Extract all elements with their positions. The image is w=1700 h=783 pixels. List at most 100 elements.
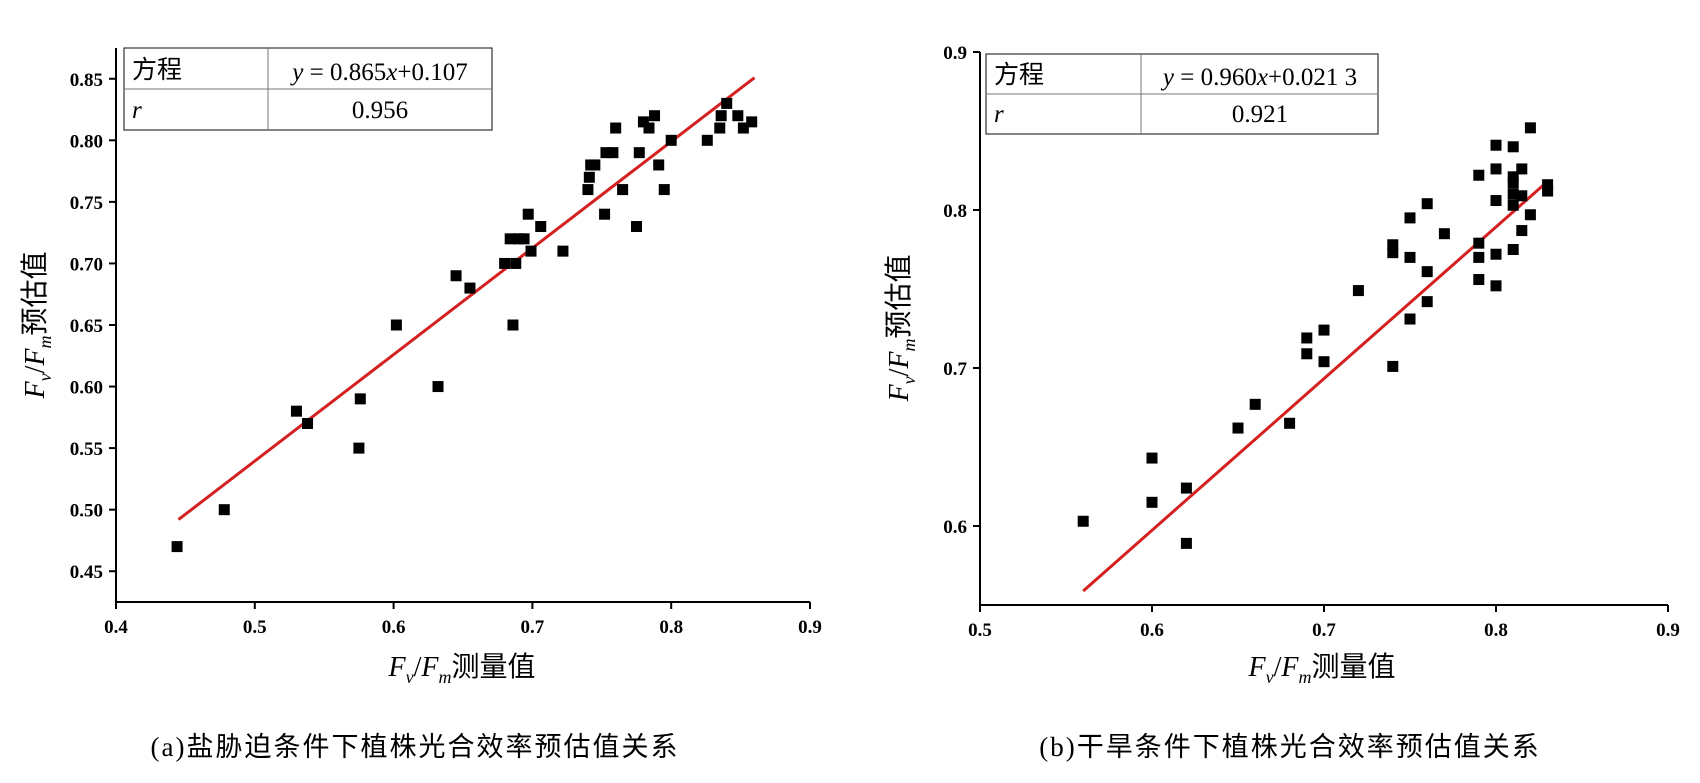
panel-a-data-point	[171, 541, 183, 553]
panel-a-data-point	[714, 122, 726, 134]
panel-a-r-label: r	[132, 97, 142, 124]
panel-b-x-axis-title: Fv/Fm测量值	[1247, 651, 1395, 687]
panel-b-y-tick-label: 0.7	[943, 359, 967, 380]
panel-b-data-point	[1473, 237, 1485, 249]
panel-b-data-point	[1421, 296, 1433, 308]
panel-a-x-tick-label: 0.6	[382, 617, 406, 638]
panel-b-r-label: r	[994, 101, 1004, 128]
panel-a-data-point	[633, 147, 645, 159]
panel-a-data-point	[600, 147, 612, 159]
panel-a-x-tick-label: 0.7	[521, 617, 545, 638]
panel-a-data-point	[653, 159, 665, 171]
panel-b-y-tick-label: 0.8	[943, 201, 967, 222]
panel-a-r-value: 0.956	[352, 97, 408, 124]
panel-b-data-point	[1077, 515, 1089, 527]
panel-b-data-point	[1180, 537, 1192, 549]
panel-b-data-point	[1146, 496, 1158, 508]
panel-b-data-point	[1387, 247, 1399, 259]
panel-a-fit-line	[177, 76, 756, 521]
panel-b-data-point	[1507, 141, 1519, 153]
panel-b-data-point	[1542, 185, 1554, 197]
panel-b-points	[1077, 122, 1554, 549]
panel-a-y-tick-label: 0.55	[70, 439, 103, 460]
panel-b-data-point	[1542, 179, 1554, 191]
panel-b-data-point	[1490, 139, 1502, 151]
chart-panel-b: 0.5 0.6 0.7 0.8 0.9 0.6 0.7 0.8 0.9 方程 y = 0.960…	[883, 43, 1680, 762]
panel-b-data-point	[1490, 248, 1502, 260]
panel-b-data-point	[1146, 452, 1158, 464]
chart-panel-a: 0.4 0.5 0.6 0.7 0.8 0.9 0.45 0.50 0.55 0.60 0.65 0.…	[19, 47, 822, 762]
panel-a-x-axis-title: Fv/Fm测量值	[387, 651, 535, 687]
panel-b-r-value: 0.921	[1232, 101, 1288, 128]
panel-a-y-tick-label: 0.85	[70, 70, 103, 91]
panel-b-data-point	[1301, 348, 1313, 360]
panel-a-caption: (a)盐胁迫条件下植株光合效率预估值关系	[151, 732, 680, 762]
panel-b-data-point	[1516, 225, 1528, 237]
panel-a-data-point	[737, 122, 749, 134]
panel-b-data-point	[1490, 280, 1502, 292]
panel-a-data-point	[504, 233, 516, 245]
panel-a-data-point	[499, 257, 511, 269]
panel-b-x-tick-label: 0.8	[1484, 620, 1508, 641]
panel-b-data-point	[1524, 209, 1536, 221]
panel-b-data-point	[1516, 190, 1528, 202]
panel-a-data-point	[518, 233, 530, 245]
panel-a-x-tick-label: 0.4	[104, 617, 128, 638]
panel-b-fit-line	[1082, 180, 1549, 593]
panel-a-x-tick-label: 0.5	[243, 617, 267, 638]
panel-a-data-point	[535, 221, 547, 233]
panel-b-data-point	[1318, 324, 1330, 336]
panel-b-y-tick-label: 0.6	[943, 517, 967, 538]
panel-b-data-point	[1473, 274, 1485, 286]
panel-b-data-point	[1507, 244, 1519, 255]
panel-b-data-point	[1473, 169, 1485, 181]
panel-b-data-point	[1404, 251, 1416, 263]
panel-a-points	[171, 97, 758, 553]
panel-a-y-tick-label: 0.75	[70, 193, 103, 214]
panel-a-data-point	[746, 116, 758, 128]
panel-b-data-point	[1232, 422, 1244, 434]
panel-b-caption: (b)干旱条件下植株光合效率预估值关系	[1039, 732, 1540, 762]
panel-b-equation-value: y = 0.960x+0.021 3	[1160, 64, 1357, 91]
panel-b-data-point	[1387, 239, 1399, 251]
panel-a-data-point	[510, 257, 522, 269]
panel-b-data-point	[1507, 171, 1519, 183]
panel-a-data-point	[643, 122, 655, 134]
panel-a-data-point	[649, 110, 661, 122]
panel-b-data-point	[1180, 482, 1192, 494]
panel-a-data-point	[721, 97, 733, 109]
panel-b-data-point	[1507, 188, 1519, 200]
panel-a-data-point	[665, 134, 677, 146]
panel-b-data-point	[1352, 285, 1364, 297]
panel-a-data-point	[353, 442, 365, 454]
panel-a-data-point	[390, 319, 402, 331]
panel-a-data-point	[732, 110, 744, 122]
panel-b-data-point	[1490, 163, 1502, 175]
panel-a-data-point	[290, 405, 302, 417]
panel-b-data-point	[1404, 212, 1416, 224]
panel-b-data-point	[1249, 398, 1261, 410]
panel-a-data-point	[525, 245, 537, 257]
panel-a-data-point	[715, 110, 727, 122]
panel-b-data-point	[1473, 251, 1485, 263]
panel-a-y-tick-label: 0.70	[70, 254, 103, 275]
panel-b-data-point	[1507, 177, 1519, 189]
panel-a-data-point	[513, 233, 525, 245]
panel-b-data-point	[1301, 332, 1313, 344]
panel-b-y-axis-title: Fv/Fm预估值	[883, 254, 919, 402]
panel-a-data-point	[557, 245, 569, 257]
panel-b-x-tick-label: 0.7	[1312, 620, 1336, 641]
panel-b-data-point	[1421, 198, 1433, 210]
panel-a-y-tick-label: 0.60	[70, 378, 103, 399]
panel-b-data-point	[1516, 163, 1528, 175]
panel-a-data-point	[522, 208, 534, 220]
panel-b-data-point	[1284, 417, 1296, 429]
panel-b-data-point	[1387, 360, 1399, 372]
panel-a-data-point	[658, 184, 670, 196]
panel-a-ticks: 0.4 0.5 0.6 0.7 0.8 0.9 0.45 0.50 0.55 0.60 0.65 0.…	[70, 70, 822, 638]
panel-b-y-tick-label: 0.9	[943, 43, 967, 64]
panel-a-equation-value: y = 0.865x+0.107	[289, 59, 467, 86]
panel-b-fit-line-group	[1082, 180, 1549, 593]
panel-b-data-point	[1524, 122, 1536, 134]
